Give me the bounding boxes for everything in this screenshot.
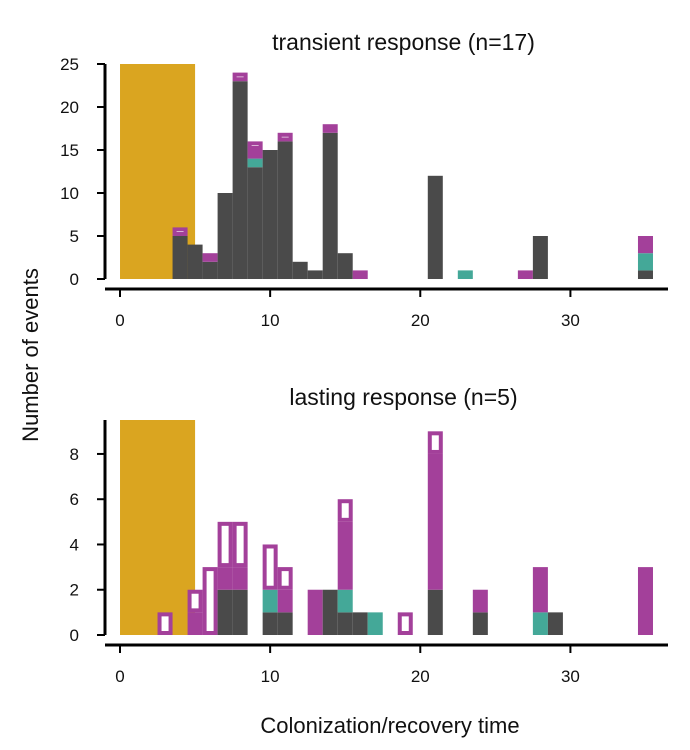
y-tick-label: 8 <box>70 445 79 464</box>
bar-segment-outline <box>187 589 203 613</box>
bar-segment-magenta <box>352 270 368 279</box>
bar-segment-outline <box>202 567 218 636</box>
bar-segment-outline <box>427 431 443 454</box>
y-tick-label: 4 <box>70 535 79 554</box>
bar-segment-gray <box>217 193 233 279</box>
bar-segment-gray <box>532 236 548 279</box>
bar-segment-gray <box>352 612 368 635</box>
bar-segment-teal <box>337 589 353 613</box>
x-tick-label: 30 <box>561 311 580 330</box>
x-tick-label: 10 <box>261 667 280 686</box>
bar-segment-outline <box>232 72 248 82</box>
bar-segment-gray <box>637 270 653 279</box>
bar-segment-gray <box>232 589 248 635</box>
bar-segment-gray <box>277 612 293 635</box>
x-tick-label: 30 <box>561 667 580 686</box>
bar-segment-magenta <box>232 567 248 590</box>
bar-segment-gray <box>322 132 338 279</box>
y-tick-label: 0 <box>70 270 79 289</box>
bar-segment-outline <box>262 544 278 590</box>
bar-segment-magenta <box>277 589 293 613</box>
bar-segment-gray <box>262 150 278 279</box>
bar-segment-gray <box>202 261 218 279</box>
chart-title: lasting response (n=5) <box>289 384 517 410</box>
shaded-region <box>120 420 196 635</box>
bar-segment-teal <box>262 589 278 613</box>
bar-segment-gray <box>337 612 353 635</box>
bar-segment-gray <box>427 589 443 635</box>
bar-segment-magenta <box>427 453 443 590</box>
y-tick-label: 10 <box>60 184 79 203</box>
bar-segment-teal <box>367 612 383 635</box>
x-tick-label: 0 <box>115 311 124 330</box>
bar-segment-magenta <box>517 270 533 279</box>
bar-segment-gray <box>172 236 188 279</box>
y-tick-label: 25 <box>60 55 79 74</box>
bar-segment-outline <box>232 521 248 568</box>
x-tick-label: 20 <box>411 667 430 686</box>
bar-segment-outline <box>397 612 413 635</box>
chart-title: transient response (n=17) <box>272 29 535 55</box>
bar-segment-outline <box>247 141 263 150</box>
y-axis-label: Number of events <box>18 268 43 442</box>
bar-segment-teal <box>637 253 653 271</box>
bar-segment-outline <box>337 499 353 522</box>
x-axis-label: Colonization/recovery time <box>260 713 519 738</box>
bar-segment-magenta <box>637 236 653 254</box>
bar-segment-gray <box>307 270 323 279</box>
bar-segment-outline <box>157 612 173 635</box>
bar-segment-gray <box>262 612 278 635</box>
bar-segment-teal <box>247 158 263 168</box>
x-tick-label: 20 <box>411 311 430 330</box>
y-tick-label: 15 <box>60 141 79 160</box>
bar-segment-magenta <box>307 589 323 635</box>
bar-segment-gray <box>472 612 488 635</box>
bar-segment-gray <box>322 589 338 635</box>
lasting-response-panel: lasting response (n=5) 0 2 4 6 8 0 10 20 30 <box>70 384 668 686</box>
bar-segment-magenta <box>202 253 218 262</box>
y-tick-label: 2 <box>70 581 79 600</box>
bar-segment-magenta <box>532 567 548 613</box>
bar-segment-gray <box>337 253 353 279</box>
bar-segment-gray <box>247 167 263 279</box>
bar-segment-magenta <box>322 124 338 133</box>
bar-segment-gray <box>232 81 248 279</box>
bar-segment-outline <box>217 521 233 568</box>
x-tick-label: 10 <box>261 311 280 330</box>
bar-segment-outline <box>277 567 293 590</box>
y-tick-label: 20 <box>60 98 79 117</box>
y-tick-label: 6 <box>70 490 79 509</box>
bar-segment-gray <box>292 261 308 279</box>
bar-segment-gray <box>217 589 233 635</box>
bar-segment-gray <box>547 612 563 635</box>
bar-segment-teal <box>532 612 548 635</box>
bar-segment-teal <box>457 270 473 279</box>
bar-segment-gray <box>187 244 203 279</box>
bar-segment-magenta <box>247 150 263 159</box>
bar-segment-outline <box>277 132 293 142</box>
bar-segment-magenta <box>217 567 233 590</box>
bar-segment-magenta <box>472 589 488 613</box>
bar-segment-gray <box>277 141 293 279</box>
y-tick-label: 0 <box>70 626 79 645</box>
bar-segment-gray <box>427 175 443 279</box>
bar-segment-magenta <box>637 567 653 635</box>
transient-response-panel: transient response (n=17) 0 5 10 15 20 25 0 10 20… <box>60 29 668 330</box>
bar-segment-outline <box>172 227 188 236</box>
x-tick-label: 0 <box>115 667 124 686</box>
y-tick-label: 5 <box>70 227 79 246</box>
bar-segment-magenta <box>337 521 353 590</box>
bar-segment-magenta <box>187 612 203 635</box>
